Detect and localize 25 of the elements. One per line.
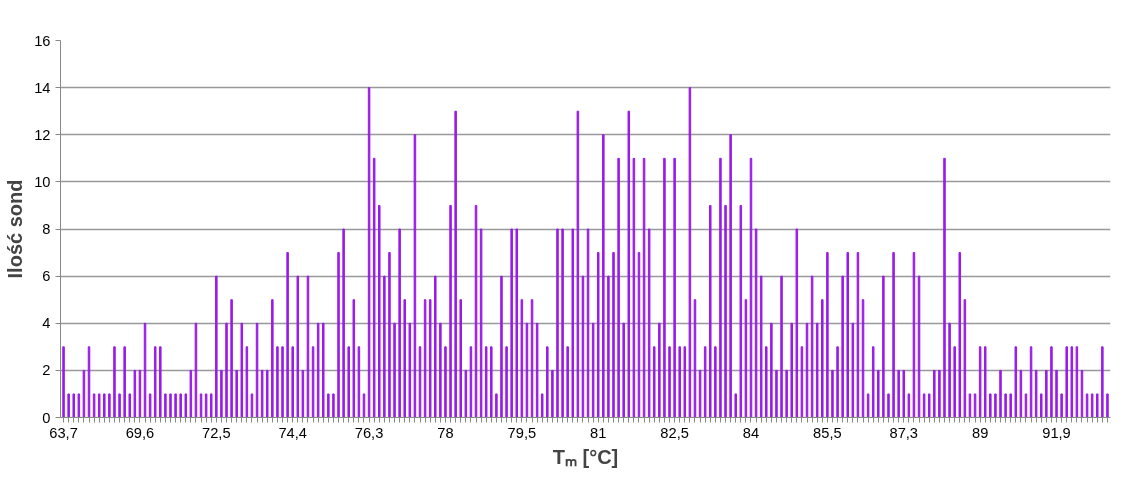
y-tick-label: 12 bbox=[34, 126, 51, 143]
y-tick-label: 2 bbox=[42, 362, 51, 379]
y-tick-label: 10 bbox=[34, 173, 51, 190]
y-tick-label: 14 bbox=[34, 79, 51, 96]
y-tick-label: 16 bbox=[34, 32, 51, 49]
x-tick-label: 76,3 bbox=[354, 424, 384, 441]
x-tick-label: 69,6 bbox=[125, 424, 155, 441]
x-tick-label: 91,9 bbox=[1042, 424, 1071, 441]
y-tick-label: 4 bbox=[42, 315, 51, 332]
y-tick-label: 6 bbox=[42, 268, 51, 285]
y-axis-title: Ilość sond bbox=[4, 179, 27, 279]
x-tick-label: 79,5 bbox=[507, 424, 537, 441]
x-tick-label: 72,5 bbox=[202, 424, 231, 441]
x-tick-label: 78 bbox=[437, 424, 454, 441]
y-tick-label: 8 bbox=[42, 221, 51, 237]
x-tick-label: 89 bbox=[971, 424, 989, 441]
x-tick-label: 85,5 bbox=[813, 424, 842, 441]
x-tick-label: 63,7 bbox=[49, 424, 78, 441]
x-tick-label: 74,4 bbox=[278, 424, 307, 441]
x-axis-title: Tₘ [°C] bbox=[552, 445, 619, 468]
x-tick-label: 87,3 bbox=[889, 424, 919, 441]
x-tick-label: 84 bbox=[742, 424, 760, 441]
x-tick-label: 82,5 bbox=[660, 424, 689, 441]
x-tick-label: 81 bbox=[590, 424, 607, 441]
y-tick-label: 0 bbox=[42, 409, 51, 426]
